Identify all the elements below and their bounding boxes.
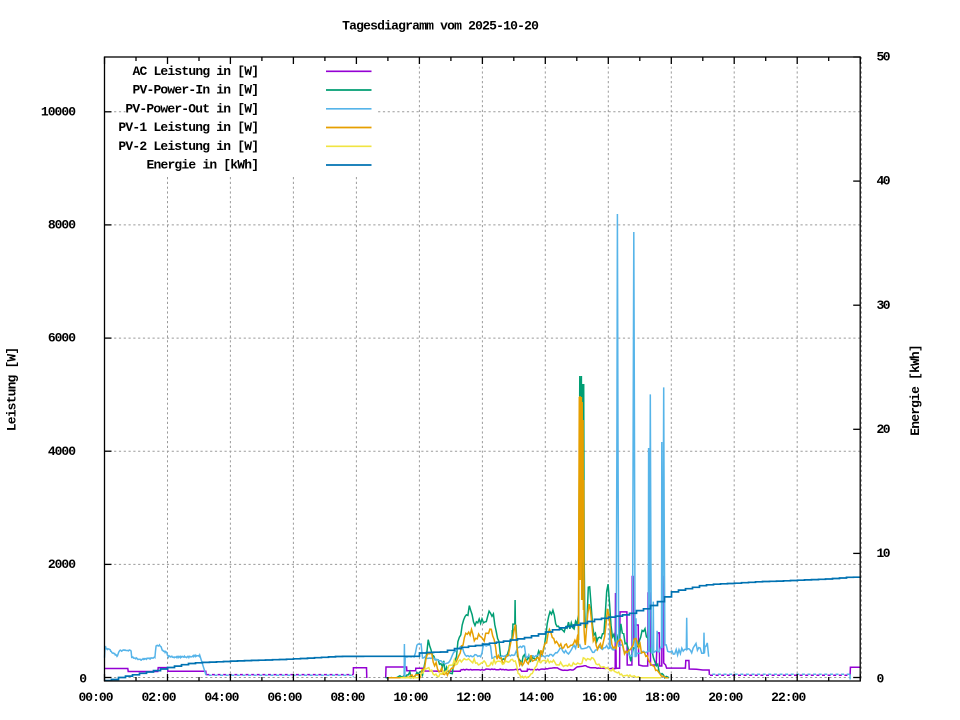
svg-text:2000: 2000 <box>48 557 76 572</box>
svg-text:22:00: 22:00 <box>771 690 806 705</box>
svg-text:30: 30 <box>877 298 891 313</box>
svg-text:6000: 6000 <box>48 331 76 346</box>
svg-text:02:00: 02:00 <box>141 690 176 705</box>
svg-text:PV-1 Leistung in [W]: PV-1 Leistung in [W] <box>118 120 259 135</box>
svg-text:16:00: 16:00 <box>582 690 617 705</box>
svg-text:4000: 4000 <box>48 444 76 459</box>
svg-text:04:00: 04:00 <box>204 690 239 705</box>
svg-text:10:00: 10:00 <box>393 690 428 705</box>
svg-text:8000: 8000 <box>48 218 76 233</box>
svg-text:06:00: 06:00 <box>267 690 302 705</box>
svg-text:PV-Power-Out in [W]: PV-Power-Out in [W] <box>125 101 259 116</box>
svg-text:0: 0 <box>79 672 87 687</box>
svg-text:10: 10 <box>877 546 891 561</box>
svg-text:18:00: 18:00 <box>645 690 680 705</box>
svg-text:Leistung [W]: Leistung [W] <box>5 347 20 431</box>
svg-text:20: 20 <box>877 422 891 437</box>
svg-text:14:00: 14:00 <box>519 690 554 705</box>
svg-text:12:00: 12:00 <box>456 690 491 705</box>
svg-text:Tagesdiagramm vom 2025-10-20: Tagesdiagramm vom 2025-10-20 <box>342 19 539 34</box>
svg-text:PV-2 Leistung in [W]: PV-2 Leistung in [W] <box>118 139 259 154</box>
svg-text:Energie in [kWh]: Energie in [kWh] <box>147 158 260 173</box>
svg-text:50: 50 <box>877 50 891 65</box>
svg-text:0: 0 <box>877 672 885 687</box>
svg-text:PV-Power-In in [W]: PV-Power-In in [W] <box>133 83 260 98</box>
svg-text:10000: 10000 <box>41 104 76 119</box>
svg-text:08:00: 08:00 <box>330 690 365 705</box>
svg-text:00:00: 00:00 <box>78 690 113 705</box>
svg-text:AC Leistung in [W]: AC Leistung in [W] <box>133 64 260 79</box>
svg-text:Energie [kWh]: Energie [kWh] <box>908 344 923 435</box>
svg-text:20:00: 20:00 <box>708 690 743 705</box>
svg-text:40: 40 <box>877 174 891 189</box>
